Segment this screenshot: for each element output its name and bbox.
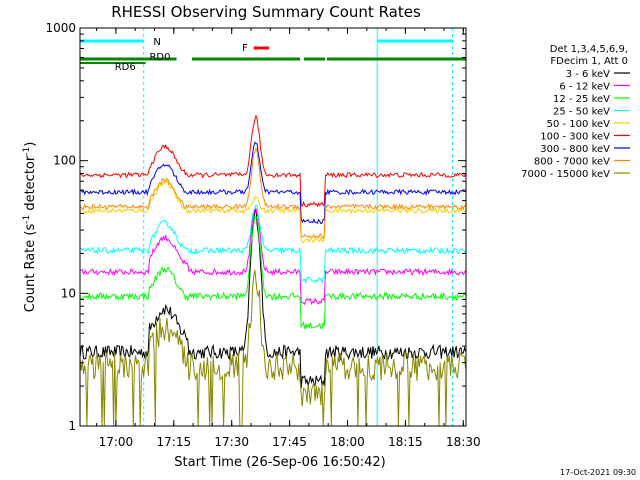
legend-label: 3 - 6 keV — [566, 69, 610, 80]
x-tick-label: 17:15 — [157, 435, 192, 449]
rd0-label: RD0 — [149, 52, 170, 63]
y-tick-label: 1 — [68, 419, 76, 433]
x-axis-label: Start Time (26-Sep-06 16:50:42) — [174, 455, 385, 470]
y-tick-label: 1000 — [45, 21, 76, 35]
footer-timestamp: 17-Oct-2021 09:30 — [560, 468, 636, 477]
series-line — [79, 208, 467, 389]
plot-area: N F RD0 RD6 — [79, 28, 467, 427]
series-line — [79, 114, 467, 208]
y-axis: 1 10 100 1000 — [45, 21, 466, 433]
n-label: N — [153, 37, 160, 48]
x-tick-label: 18:30 — [446, 435, 481, 449]
legend: Det 1,3,4,5,6,9,FDecim 1, Att 0 3 - 6 keV… — [521, 44, 630, 180]
series-line — [79, 204, 466, 285]
legend-label: 100 - 300 keV — [540, 132, 610, 143]
x-axis: 17:00 17:15 17:30 17:45 18:00 18:15 18:30 — [96, 28, 481, 449]
y-axis-label: Count Rate (s-1 detector-1) — [22, 142, 38, 313]
rd6-label: RD6 — [115, 62, 136, 73]
series-line — [80, 179, 466, 244]
x-tick-label: 18:00 — [330, 435, 365, 449]
x-tick-label: 17:30 — [214, 435, 249, 449]
plot-frame — [79, 27, 467, 427]
y-tick-label: 10 — [61, 286, 76, 300]
legend-label: 12 - 25 keV — [553, 94, 610, 105]
f-label: F — [242, 43, 248, 54]
series-line — [79, 216, 467, 330]
y-tick-label: 100 — [53, 154, 76, 168]
legend-label: 800 - 7000 keV — [534, 157, 610, 168]
legend-label: 7000 - 15000 keV — [521, 169, 610, 180]
legend-label: 50 - 100 keV — [547, 119, 611, 130]
legend-label: 6 - 12 keV — [559, 82, 610, 93]
x-tick-label: 17:00 — [99, 435, 134, 449]
series-line — [79, 146, 466, 240]
series-line — [79, 269, 467, 427]
legend-label: 25 - 50 keV — [553, 107, 610, 118]
chart-title: RHESSI Observing Summary Count Rates — [111, 3, 421, 21]
x-tick-label: 17:45 — [272, 435, 307, 449]
legend-header: Det 1,3,4,5,6,9, — [550, 44, 628, 55]
x-tick-label: 18:15 — [388, 435, 423, 449]
legend-header: FDecim 1, Att 0 — [550, 56, 628, 67]
series-line — [79, 141, 466, 225]
series-line — [79, 208, 467, 306]
legend-label: 300 - 800 keV — [540, 144, 610, 155]
